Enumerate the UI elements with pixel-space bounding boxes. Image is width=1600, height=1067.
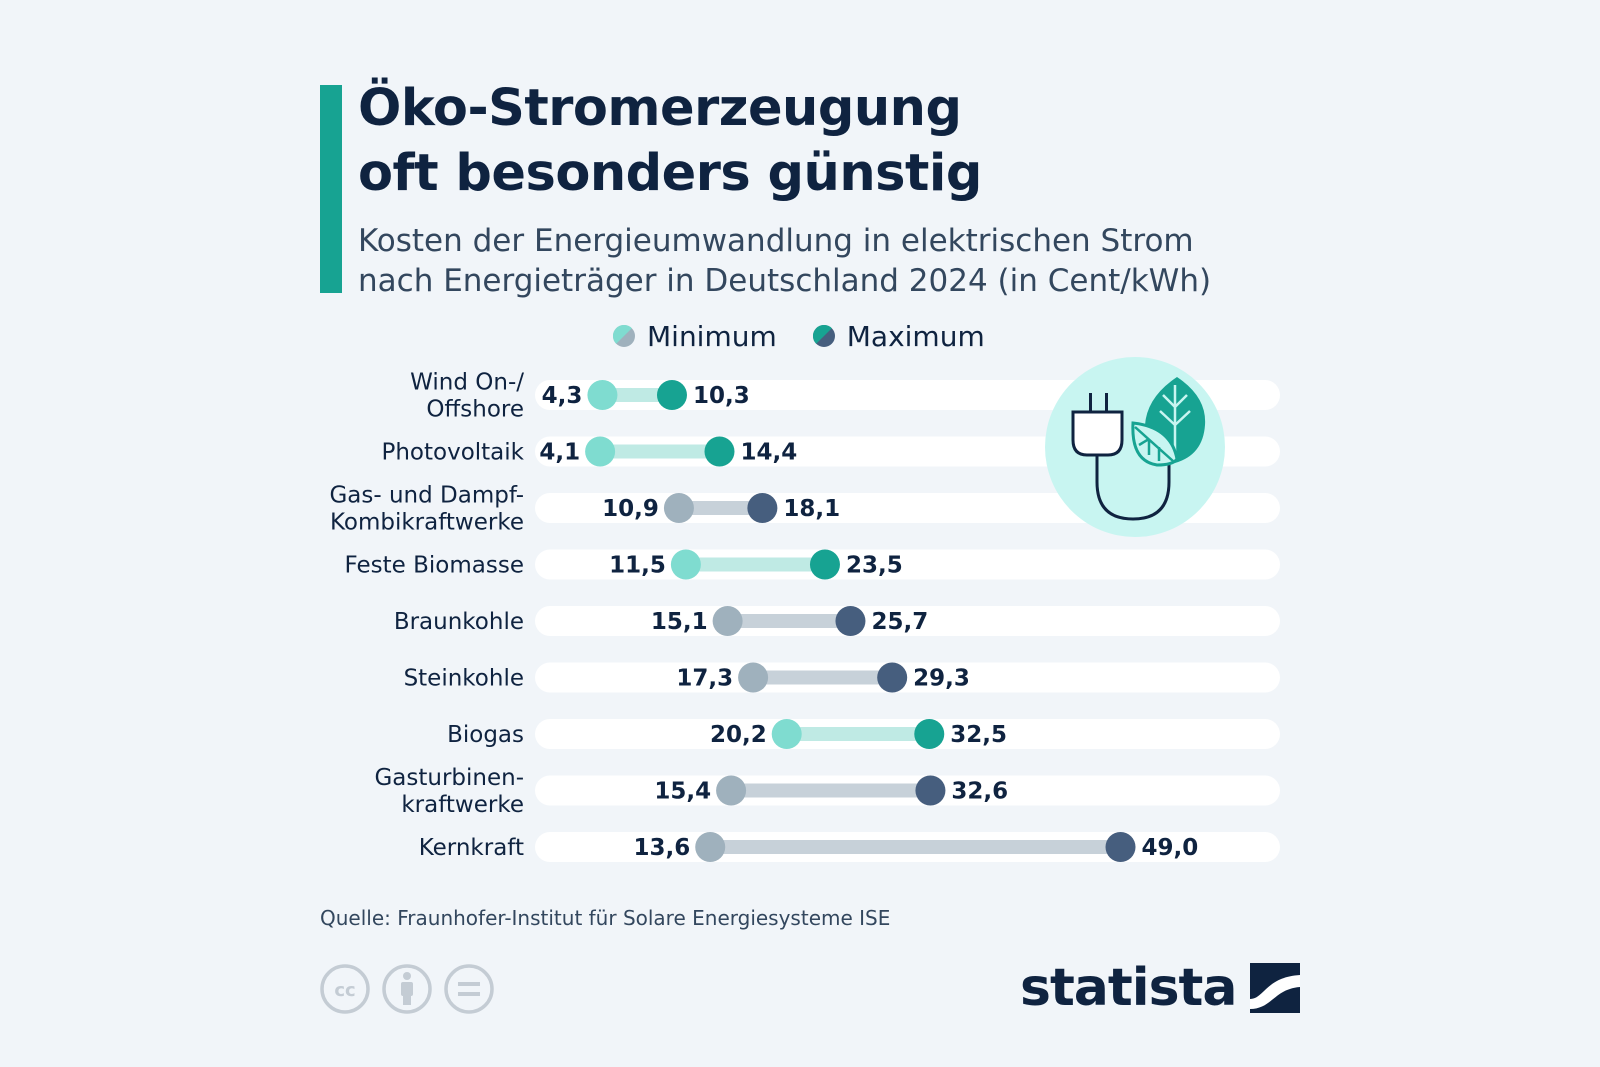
- category-label: Kernkraft: [419, 835, 524, 861]
- max-dot: [1105, 832, 1136, 862]
- max-value-label: 32,6: [951, 779, 1008, 805]
- chart-subtitle-line-2: nach Energieträger in Deutschland 2024 (…: [358, 263, 1212, 299]
- category-label: Biogas: [447, 722, 524, 748]
- min-value-label: 17,3: [676, 666, 733, 692]
- range-bar: [753, 670, 893, 685]
- chart-title: Öko-Stromerzeugung oft besonders günstig: [358, 76, 1358, 206]
- max-value-label: 14,4: [740, 440, 797, 466]
- max-value-label: 25,7: [871, 609, 928, 635]
- chart-title-line-2: oft besonders günstig: [358, 144, 982, 203]
- max-dot: [914, 719, 945, 749]
- min-value-label: 13,6: [633, 835, 690, 861]
- range-bar: [727, 614, 851, 628]
- range-bar: [710, 840, 1121, 854]
- legend-maximum-swatch-icon: [812, 325, 835, 347]
- title-accent-bar: [320, 85, 342, 293]
- max-value-label: 10,3: [693, 383, 750, 409]
- category-label: Gasturbinen-: [374, 765, 524, 791]
- chart-row: Feste Biomasse 11,5 23,5: [345, 549, 1280, 580]
- max-dot: [915, 775, 946, 806]
- min-dot: [663, 493, 694, 523]
- category-label: Gas- und Dampf-: [329, 483, 524, 509]
- max-dot: [877, 662, 908, 693]
- range-bar: [602, 388, 672, 402]
- category-label: Kombikraftwerke: [330, 510, 524, 536]
- range-bar: [731, 783, 931, 798]
- category-label: Photovoltaik: [381, 440, 524, 466]
- legend-maximum-label: Maximum: [846, 319, 985, 353]
- legend-item-maximum: Maximum: [812, 319, 985, 353]
- max-value-label: 29,3: [913, 666, 970, 692]
- min-dot: [716, 775, 747, 806]
- min-dot: [585, 436, 616, 467]
- min-value-label: 15,1: [651, 609, 708, 635]
- chart-row: Braunkohle 15,1 25,7: [394, 606, 1280, 636]
- range-bar: [600, 444, 720, 459]
- min-value-label: 11,5: [609, 553, 666, 579]
- no-derivatives-icon[interactable]: [444, 964, 494, 1014]
- attribution-icon[interactable]: [382, 964, 432, 1014]
- min-value-label: 4,1: [539, 440, 580, 466]
- min-value-label: 20,2: [710, 722, 767, 748]
- max-dot: [747, 493, 778, 523]
- category-label: Offshore: [426, 397, 524, 423]
- legend-minimum-label: Minimum: [647, 319, 777, 353]
- max-dot: [656, 380, 687, 410]
- chart-title-line-1: Öko-Stromerzeugung: [358, 79, 962, 138]
- range-bar: [685, 557, 825, 572]
- category-label: Steinkohle: [404, 666, 524, 692]
- legend-minimum-swatch-icon: [613, 325, 635, 347]
- max-dot: [809, 549, 840, 580]
- max-value-label: 23,5: [846, 553, 903, 579]
- min-dot: [771, 719, 802, 749]
- min-dot: [670, 549, 701, 580]
- category-label: Wind On-/: [410, 370, 524, 396]
- min-value-label: 15,4: [654, 779, 711, 805]
- max-value-label: 32,5: [950, 722, 1007, 748]
- min-dot: [695, 832, 726, 862]
- min-dot: [587, 380, 618, 410]
- max-value-label: 18,1: [783, 496, 840, 522]
- row-track: [535, 549, 1280, 580]
- cc-text: cc: [334, 980, 355, 1001]
- license-icons: cc: [320, 964, 506, 1014]
- statista-logo[interactable]: statista: [1020, 953, 1301, 1023]
- range-bar: [678, 501, 763, 515]
- chart-row: Biogas 20,2 32,5: [447, 719, 1280, 749]
- category-label: Feste Biomasse: [345, 553, 524, 579]
- min-value-label: 4,3: [542, 383, 583, 409]
- chart-row: Kernkraft 13,6 49,0: [419, 832, 1280, 862]
- min-dot: [738, 662, 769, 693]
- category-label: kraftwerke: [401, 792, 524, 818]
- creative-commons-icon[interactable]: cc: [320, 964, 370, 1014]
- max-dot: [835, 606, 866, 636]
- max-value-label: 49,0: [1142, 835, 1199, 861]
- row-track: [535, 662, 1280, 693]
- chart-row: Steinkohle 17,3 29,3: [404, 662, 1280, 693]
- source-note: Quelle: Fraunhofer-Institut für Solare E…: [320, 906, 891, 930]
- brand-wordmark: statista: [1020, 958, 1237, 1018]
- min-dot: [712, 606, 743, 636]
- chart-subtitle: Kosten der Energieumwandlung in elektris…: [358, 221, 1358, 301]
- chart-legend: Minimum Maximum: [613, 316, 1021, 356]
- max-dot: [704, 436, 735, 467]
- chart-subtitle-line-1: Kosten der Energieumwandlung in elektris…: [358, 223, 1194, 259]
- range-bar: [786, 727, 930, 741]
- chart-row: Gasturbinen-kraftwerke 15,4 32,6: [374, 765, 1280, 818]
- category-label: Braunkohle: [394, 609, 524, 635]
- statista-logo-icon: [1250, 963, 1301, 1013]
- legend-item-minimum: Minimum: [613, 320, 777, 353]
- min-value-label: 10,9: [602, 496, 659, 522]
- plug-leaf-icon: [1045, 357, 1225, 537]
